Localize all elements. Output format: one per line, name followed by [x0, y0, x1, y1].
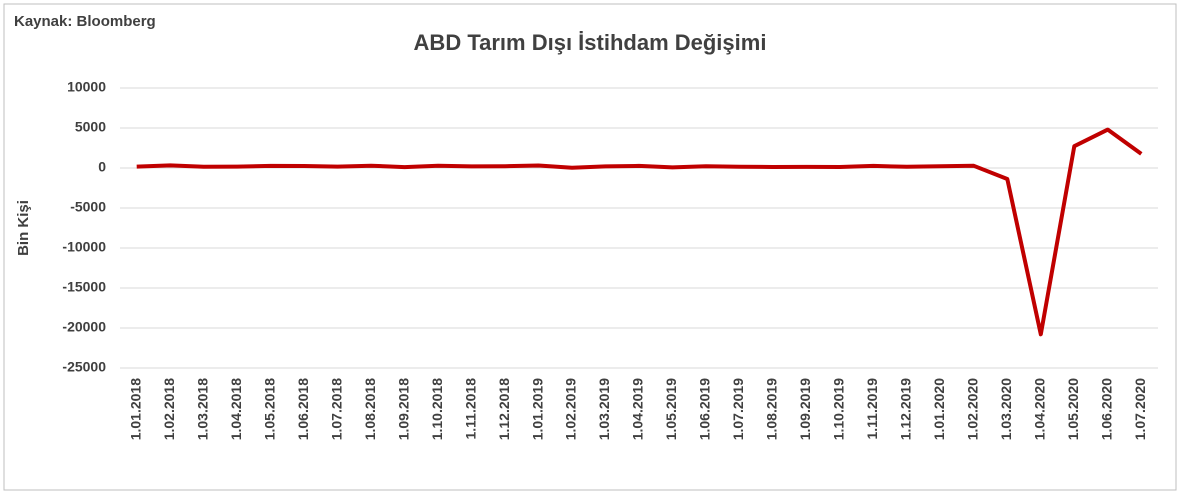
y-tick-label: 0: [98, 159, 106, 175]
x-tick-label: 1.09.2019: [797, 378, 813, 440]
chart-title: ABD Tarım Dışı İstihdam Değişimi: [414, 30, 767, 55]
x-tick-label: 1.12.2018: [496, 378, 512, 440]
x-tick-label: 1.05.2018: [261, 378, 277, 440]
x-tick-label: 1.05.2020: [1065, 378, 1081, 440]
source: Kaynak: Bloomberg: [14, 13, 156, 30]
y-tick-label: -25000: [62, 359, 106, 375]
x-tick-label: 1.06.2019: [697, 378, 713, 440]
x-tick-label: 1.03.2019: [596, 378, 612, 440]
x-tick-label: 1.01.2020: [931, 378, 947, 440]
x-tick-label: 1.08.2019: [764, 378, 780, 440]
y-tick-label: -5000: [70, 199, 106, 215]
x-tick-label: 1.12.2019: [898, 378, 914, 440]
x-tick-label: 1.06.2018: [295, 378, 311, 440]
y-tick-label: 5000: [75, 119, 106, 135]
y-tick-label: -20000: [62, 319, 106, 335]
x-tick-label: 1.09.2018: [395, 378, 411, 440]
x-tick-label: 1.08.2018: [362, 378, 378, 440]
x-tick-label: 1.10.2018: [429, 378, 445, 440]
x-tick-label: 1.05.2019: [663, 378, 679, 440]
y-tick-label: 10000: [67, 79, 106, 95]
x-tick-label: 1.11.2019: [864, 378, 880, 440]
chart-border: [3, 3, 1177, 491]
x-tick-label: 1.01.2019: [529, 378, 545, 440]
x-tick-label: 1.01.2018: [127, 378, 143, 440]
x-tick-label: 1.11.2018: [462, 378, 478, 440]
x-tick-label: 1.04.2019: [630, 378, 646, 440]
y-tick-label: -15000: [62, 279, 106, 295]
data-line: [136, 127, 1143, 337]
x-tick-label: 1.07.2020: [1132, 378, 1148, 440]
x-tick-label: 1.04.2020: [1032, 378, 1048, 440]
x-tick-label: 1.03.2018: [194, 378, 210, 440]
x-tick-label: 1.10.2019: [831, 378, 847, 440]
x-tick-label: 1.07.2018: [328, 378, 344, 440]
x-tick-label: 1.02.2018: [161, 378, 177, 440]
y-tick-label: -10000: [62, 239, 106, 255]
x-tick-label: 1.02.2020: [965, 378, 981, 440]
x-tick-label: 1.04.2018: [228, 378, 244, 440]
x-tick-label: 1.03.2020: [998, 378, 1014, 440]
x-tick-label: 1.07.2019: [730, 378, 746, 440]
y-axis-label: Bin Kişi: [15, 200, 32, 256]
x-tick-label: 1.02.2019: [563, 378, 579, 440]
x-tick-label: 1.06.2020: [1098, 378, 1114, 440]
